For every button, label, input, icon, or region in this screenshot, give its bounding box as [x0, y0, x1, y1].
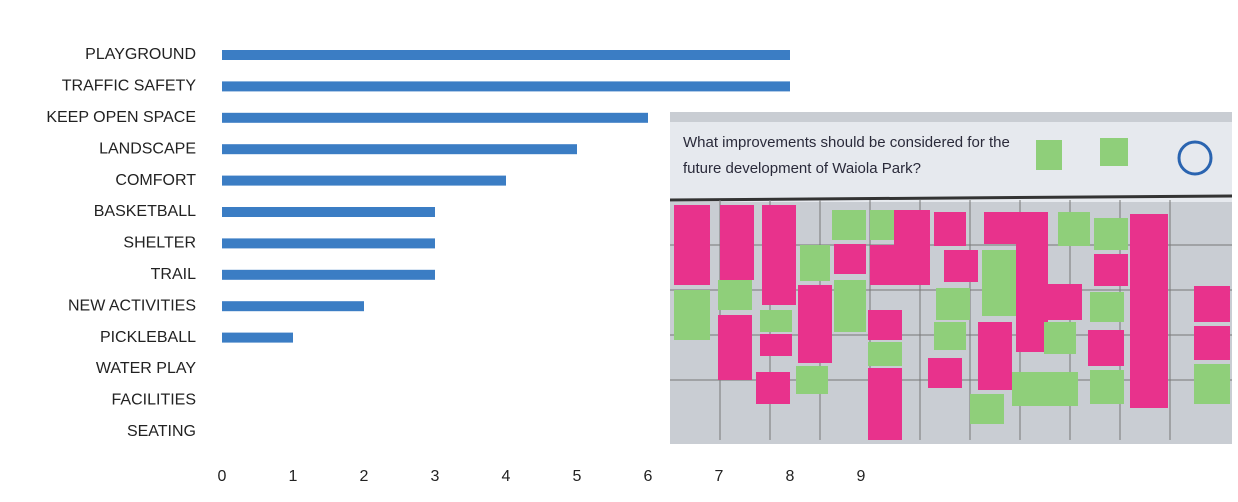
bar — [222, 113, 648, 123]
bar — [222, 81, 790, 91]
photo-text: What improvements should be considered f… — [683, 134, 1010, 151]
y-tick-label: FACILITIES — [112, 392, 196, 409]
y-tick-label: BASKETBALL — [94, 203, 196, 220]
y-tick-label: PLAYGROUND — [85, 46, 196, 63]
x-tick-label: 3 — [431, 468, 440, 485]
y-tick-label: SHELTER — [123, 235, 196, 252]
y-tick-label: PICKLEBALL — [100, 329, 196, 346]
y-tick-label: KEEP OPEN SPACE — [46, 109, 196, 126]
x-tick-label: 5 — [573, 468, 582, 485]
bar — [222, 301, 364, 311]
bar — [222, 144, 577, 154]
bar — [222, 176, 506, 186]
chart: 0 1 2 3 4 5 6 7 8 9 PLAYGROUND TRAFFIC SAFETY KEEP O… — [0, 0, 1238, 502]
x-tick-label: 0 — [218, 468, 227, 485]
y-tick-label: TRAFFIC SAFETY — [62, 78, 197, 95]
x-tick-label: 2 — [360, 468, 369, 485]
x-tick-label: 9 — [857, 468, 866, 485]
x-tick-label: 1 — [289, 468, 298, 485]
y-tick-label: WATER PLAY — [96, 360, 196, 377]
x-tick-label: 6 — [644, 468, 653, 485]
bar — [222, 238, 435, 248]
bar — [222, 50, 790, 60]
y-tick-label: TRAIL — [151, 266, 196, 283]
x-tick-label: 4 — [502, 468, 511, 485]
bar — [222, 333, 293, 343]
x-tick-label: 8 — [786, 468, 795, 485]
y-tick-label: SEATING — [127, 423, 196, 440]
bar — [222, 270, 435, 280]
y-tick-label: LANDSCAPE — [99, 140, 196, 157]
x-tick-label: 7 — [715, 468, 724, 485]
y-tick-label: NEW ACTIVITIES — [68, 297, 196, 314]
bar — [222, 207, 435, 217]
y-tick-label: COMFORT — [115, 172, 196, 189]
photo-text: future development of Waiola Park? — [683, 160, 921, 177]
